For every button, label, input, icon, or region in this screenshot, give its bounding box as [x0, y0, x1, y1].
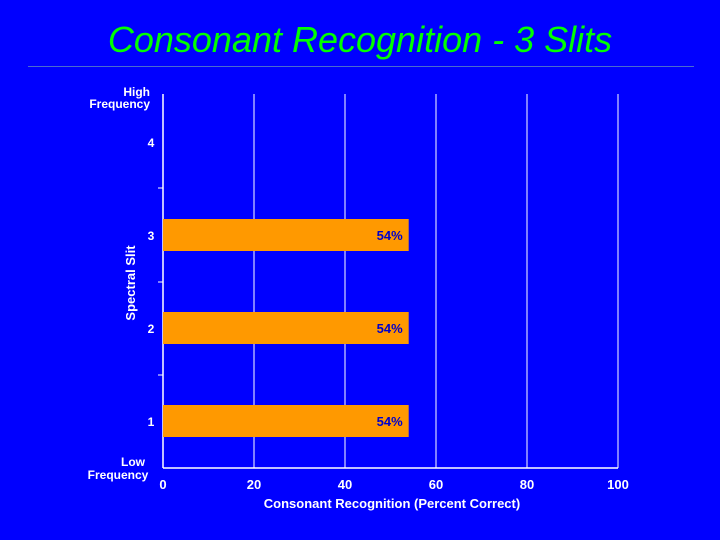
data-label-slit-3: 54%: [377, 228, 403, 243]
y-bottom-label-line2: Frequency: [88, 468, 149, 482]
x-tick-label-20: 20: [247, 477, 261, 492]
x-tick-label-100: 100: [607, 477, 629, 492]
axis-labels: High Frequency Low Frequency Spectral Sl…: [88, 85, 521, 511]
x-tick-label-80: 80: [520, 477, 534, 492]
data-label-slit-2: 54%: [377, 321, 403, 336]
bar-slit-1: [163, 405, 409, 437]
x-tick-label-60: 60: [429, 477, 443, 492]
y-axis-title: Spectral Slit: [123, 245, 138, 321]
bar-slit-3: [163, 219, 409, 251]
bar-slit-2: [163, 312, 409, 344]
y-tick-label-1: 1: [148, 415, 155, 429]
slide-title: Consonant Recognition - 3 Slits: [107, 19, 613, 60]
data-label-slit-1: 54%: [377, 414, 403, 429]
x-tick-label-0: 0: [159, 477, 166, 492]
y-top-label-line1: High: [123, 85, 150, 99]
y-tick-label-2: 2: [148, 322, 155, 336]
title-divider: [28, 66, 694, 67]
y-top-label-line2: Frequency: [89, 97, 150, 111]
x-axis-title: Consonant Recognition (Percent Correct): [264, 496, 520, 511]
y-tick-label-3: 3: [148, 229, 155, 243]
x-tick-label-40: 40: [338, 477, 352, 492]
tick-labels: 0 20 40 60 80 100 1 2 3 4: [148, 136, 629, 492]
y-bottom-label-line1: Low: [121, 455, 146, 469]
y-tick-label-4: 4: [148, 136, 155, 150]
bars: 54% 54% 54%: [163, 219, 409, 437]
